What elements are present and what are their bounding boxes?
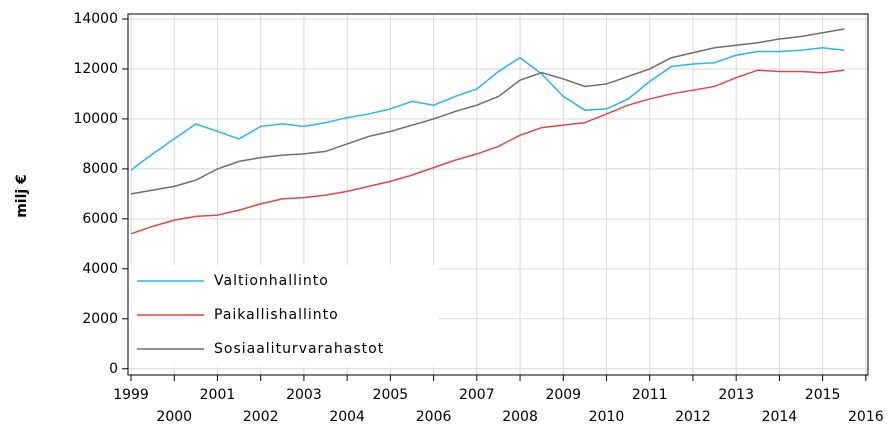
x-tick-label: 2007 bbox=[459, 387, 495, 403]
x-tick-label: 2008 bbox=[502, 409, 538, 425]
x-tick-label: 2003 bbox=[286, 387, 322, 403]
legend-box bbox=[129, 265, 439, 367]
x-tick-label: 2016 bbox=[848, 409, 884, 425]
x-tick-label: 1999 bbox=[113, 387, 149, 403]
plot-frame bbox=[127, 13, 869, 376]
y-tick-label: 0 bbox=[109, 361, 118, 377]
series-line bbox=[130, 28, 845, 195]
x-tick-label: 2009 bbox=[545, 387, 581, 403]
x-tick-label: 2012 bbox=[675, 409, 711, 425]
x-tick-label: 2004 bbox=[329, 409, 365, 425]
legend-label: Sosiaaliturvarahastot bbox=[214, 341, 384, 357]
legend-label: Valtionhallinto bbox=[214, 273, 329, 289]
y-tick-label: 2000 bbox=[82, 311, 118, 327]
series-line bbox=[130, 69, 845, 235]
y-tick-label: 8000 bbox=[82, 161, 118, 177]
x-tick-label: 2006 bbox=[416, 409, 452, 425]
x-tick-label: 2005 bbox=[373, 387, 409, 403]
y-tick-label: 12000 bbox=[73, 61, 118, 77]
y-tick-label: 4000 bbox=[82, 261, 118, 277]
y-tick-label: 14000 bbox=[73, 11, 118, 27]
x-tick-label: 2014 bbox=[762, 409, 798, 425]
x-tick-label: 2000 bbox=[156, 409, 192, 425]
x-tick-label: 2015 bbox=[805, 387, 841, 403]
series-line bbox=[130, 46, 845, 171]
y-axis-label: milj € bbox=[14, 174, 30, 218]
x-tick-label: 2013 bbox=[718, 387, 754, 403]
y-tick-label: 6000 bbox=[82, 211, 118, 227]
legend-label: Paikallishallinto bbox=[214, 307, 339, 323]
x-tick-label: 2011 bbox=[632, 387, 668, 403]
y-tick-label: 10000 bbox=[73, 111, 118, 127]
x-tick-label: 2001 bbox=[200, 387, 236, 403]
x-tick-label: 2002 bbox=[243, 409, 279, 425]
x-tick-label: 2010 bbox=[589, 409, 625, 425]
